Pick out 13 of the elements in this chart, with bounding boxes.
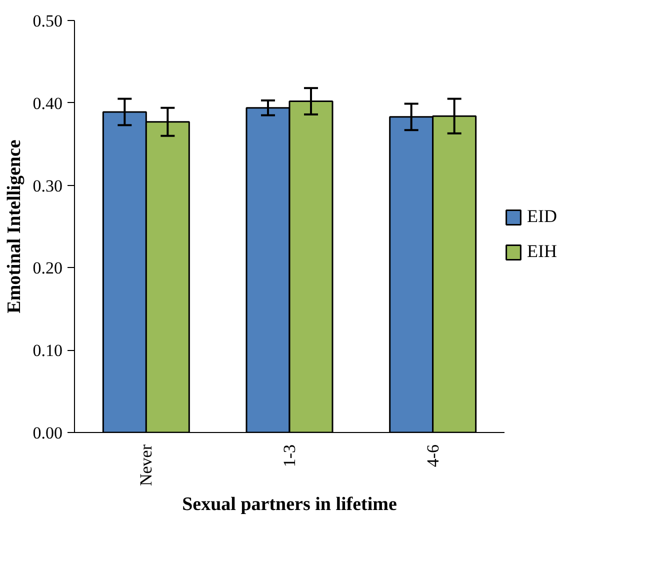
y-tick-label: 0.50 [32, 12, 62, 30]
y-tick-label: 0.10 [32, 341, 62, 360]
y-axis-title: Emotinal Intelligence [4, 140, 25, 314]
y-tick-label: 0.20 [32, 258, 62, 278]
y-tick-label: 0.40 [32, 94, 62, 113]
x-tick-label: 4-6 [423, 444, 442, 468]
y-tick-label: 0.00 [32, 424, 62, 442]
x-tick-label: 1-3 [280, 444, 299, 468]
legend-label: EID [527, 206, 557, 227]
legend-label: EIH [527, 241, 557, 262]
y-tick-label: 0.30 [32, 176, 62, 196]
x-tick-label: Never [136, 444, 156, 486]
x-axis-title: Sexual partners in lifetime [182, 494, 397, 516]
